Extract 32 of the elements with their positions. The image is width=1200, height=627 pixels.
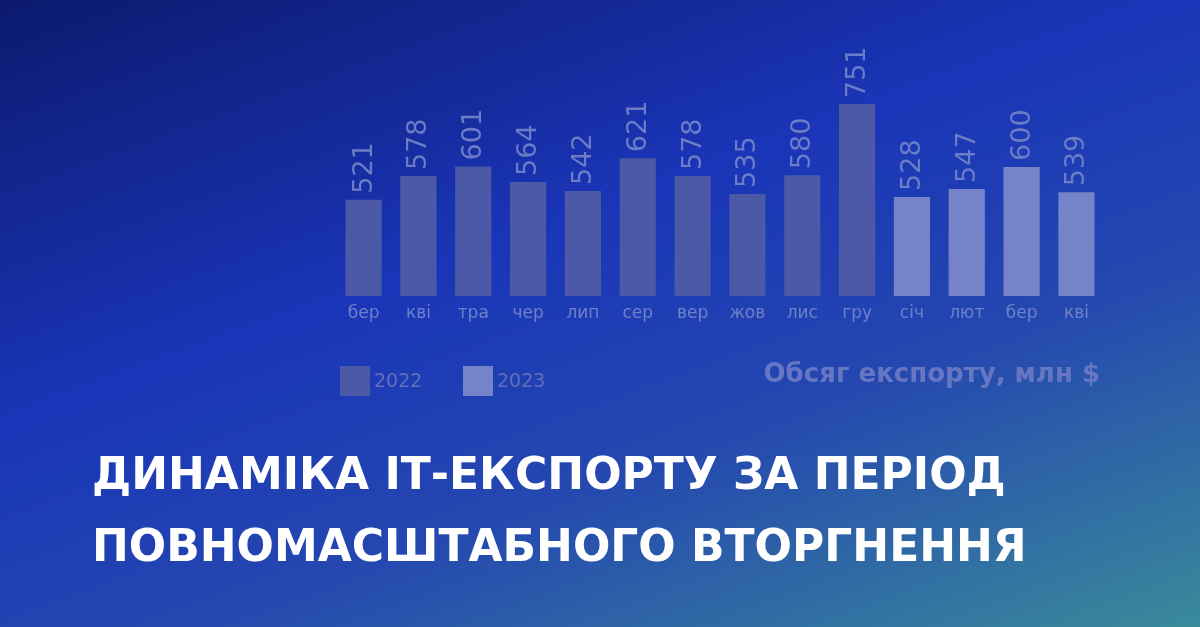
data-label: 535 — [730, 136, 762, 188]
x-tick-label: бер — [1005, 301, 1038, 322]
data-label: 542 — [565, 133, 597, 186]
text: ДИНАМІКА ІТ-ЕКСПОРТУ ЗА ПЕРІОД ПОВНОМАСШТАБНОГО ВТОРГНЕННЯ — [92, 448, 1027, 571]
x-tick-label: кві — [1063, 301, 1089, 322]
x-tick-label: січ — [899, 301, 924, 322]
x-tick-label: сер — [622, 301, 654, 322]
data-label: 578 — [401, 118, 433, 171]
data-label: 751 — [840, 46, 872, 98]
legend-label: 2023 — [497, 369, 546, 391]
x-tick-label: чер — [512, 301, 544, 322]
legend-label: 2022 — [374, 369, 423, 391]
data-label: 601 — [456, 108, 488, 161]
x-tick-label: лют — [949, 301, 985, 322]
data-label: 528 — [894, 139, 926, 191]
data-label: 621 — [620, 100, 652, 153]
x-tick-label: гру — [842, 301, 872, 322]
data-label: 564 — [511, 124, 543, 176]
x-tick-label: лис — [786, 301, 818, 322]
data-label: 578 — [675, 118, 707, 171]
data-label: 521 — [346, 142, 378, 194]
x-tick-label: тра — [457, 301, 489, 322]
x-tick-label: лип — [566, 301, 600, 322]
data-label: 539 — [1059, 134, 1091, 187]
x-tick-label: жов — [729, 301, 766, 322]
x-tick-label: бер — [347, 301, 380, 322]
x-tick-label: кві — [405, 301, 431, 322]
data-label: 580 — [785, 117, 817, 170]
x-tick-label: вер — [676, 301, 709, 322]
data-label: 600 — [1004, 109, 1036, 161]
text: Обсяг експорту, млн $ — [763, 358, 1100, 388]
data-label: 547 — [949, 131, 981, 183]
